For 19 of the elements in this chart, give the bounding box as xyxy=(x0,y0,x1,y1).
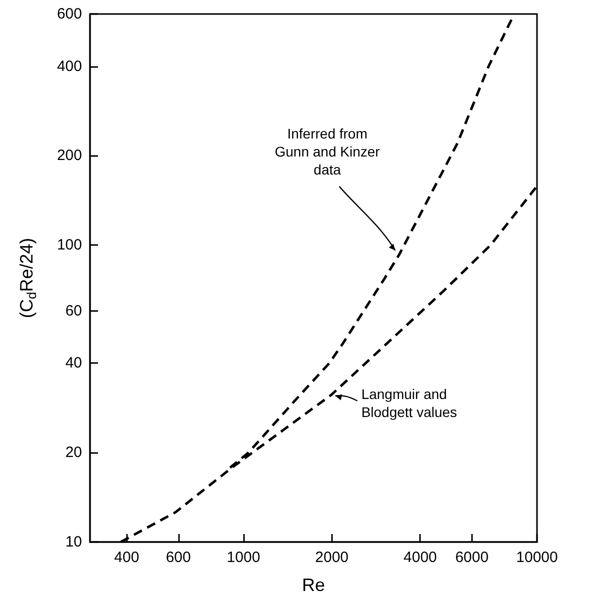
y-tick-label: 10 xyxy=(65,534,82,550)
x-axis-title: Re xyxy=(302,575,326,595)
x-tick-label: 1000 xyxy=(226,549,260,566)
y-axis-title: (CdRe/24) xyxy=(16,238,39,318)
y-tick-label: 100 xyxy=(56,236,82,254)
annotation: Inferred from Gunn and Kinzer data xyxy=(274,125,380,178)
x-tick-label: 600 xyxy=(166,549,191,566)
x-tick-label: 10000 xyxy=(516,549,558,566)
x-tick-label: 4000 xyxy=(404,549,437,566)
x-tick-label: 400 xyxy=(114,549,140,566)
annotation: Langmuir and Blodgett values xyxy=(361,386,458,420)
y-tick-label: 200 xyxy=(56,147,82,164)
y-tick-label: 20 xyxy=(65,444,82,462)
y-tick-label: 60 xyxy=(65,302,82,320)
x-tick-label: 2000 xyxy=(315,549,349,566)
y-tick-label: 400 xyxy=(56,58,82,75)
y-tick-label: 600 xyxy=(56,6,82,22)
x-tick-label: 6000 xyxy=(455,549,489,566)
y-tick-label: 40 xyxy=(65,354,82,372)
